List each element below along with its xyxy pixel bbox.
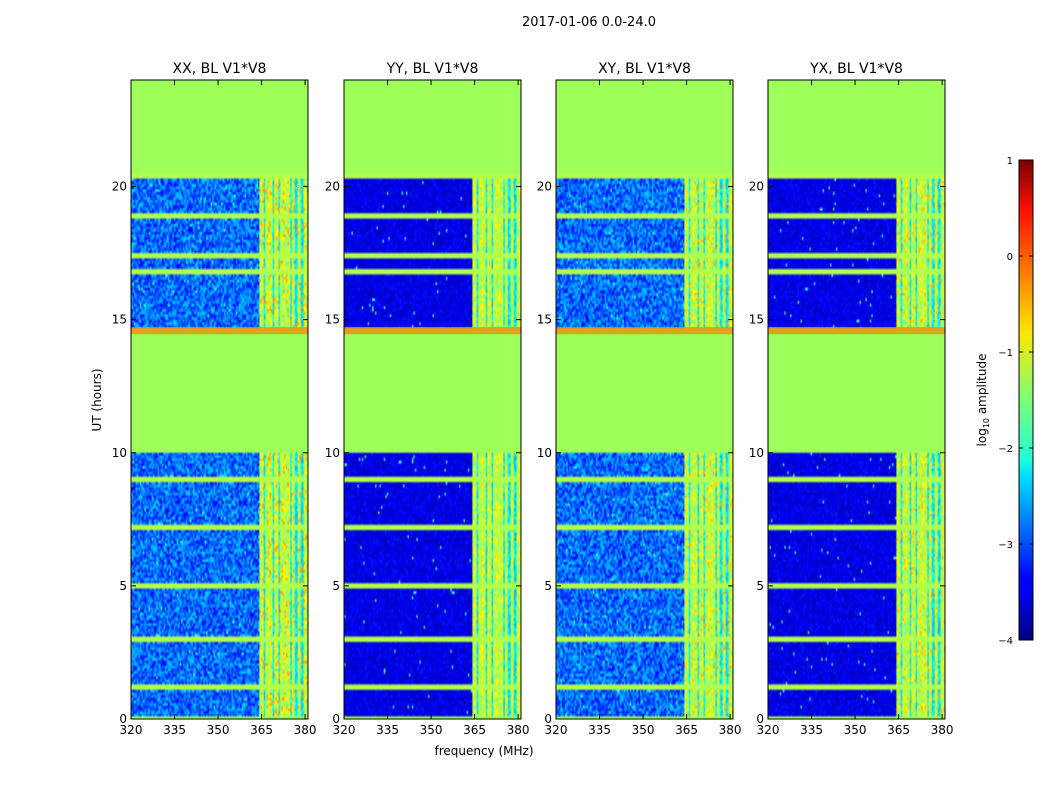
- colorbar: 1 0 −1 −2 −3 −4 log10 amplitude: [975, 156, 1034, 647]
- x-tick-label: 320: [120, 723, 143, 737]
- y-tick-label: 15: [112, 313, 127, 327]
- panel-frame: [767, 79, 946, 720]
- panel-yy: YY, BL V1*V8 320 335 350 365 380 0 5 10 15 20: [325, 61, 530, 737]
- x-tick-label: 350: [632, 723, 655, 737]
- x-tick-label: 365: [463, 723, 486, 737]
- x-tick-label: 335: [800, 723, 823, 737]
- y-tick-label: 5: [332, 579, 340, 593]
- heatmap-xy: [556, 80, 733, 719]
- x-axis-label: frequency (MHz): [434, 744, 533, 758]
- y-tick-label: 20: [749, 180, 764, 194]
- y-tick-label: 5: [756, 579, 764, 593]
- y-tick-label: 0: [332, 712, 340, 726]
- x-tick-label: 335: [588, 723, 611, 737]
- x-tick-label: 350: [207, 723, 230, 737]
- colorbar-tick-label: −3: [998, 540, 1013, 551]
- panel-xx: XX, BL V1*V8 320 335 350 365 380 0 5 10 15 20: [112, 61, 317, 737]
- y-tick-label: 15: [749, 313, 764, 327]
- x-tick-label: 320: [757, 723, 780, 737]
- y-tick-label: 20: [537, 180, 552, 194]
- colorbar-tick-label: −4: [998, 636, 1013, 647]
- y-tick-label: 0: [544, 712, 552, 726]
- y-tick-label: 15: [325, 313, 340, 327]
- heatmap-yy: [344, 80, 521, 719]
- colorbar-tick-label: −2: [998, 444, 1013, 455]
- panel-title: XX, BL V1*V8: [173, 61, 267, 77]
- x-tick-label: 380: [294, 723, 317, 737]
- x-tick-label: 380: [931, 723, 954, 737]
- orange-rfi-line: [556, 327, 733, 335]
- x-tick-label: 365: [250, 723, 273, 737]
- y-tick-label: 10: [749, 446, 764, 460]
- panel-frame: [555, 79, 734, 720]
- y-tick-label: 10: [325, 446, 340, 460]
- y-tick-label: 10: [112, 446, 127, 460]
- x-tick-label: 350: [420, 723, 443, 737]
- panel-title: XY, BL V1*V8: [598, 61, 691, 77]
- panel-frame: [130, 79, 309, 720]
- figure-title: 2017-01-06 0.0-24.0: [522, 15, 656, 30]
- x-tick-label: 365: [887, 723, 910, 737]
- heatmap-xx: [131, 80, 308, 719]
- x-tick-label: 350: [844, 723, 867, 737]
- x-tick-label: 320: [333, 723, 356, 737]
- panel-title: YY, BL V1*V8: [386, 61, 479, 77]
- x-tick-label: 365: [675, 723, 698, 737]
- y-tick-label: 5: [544, 579, 552, 593]
- colorbar-tick-label: 1: [1007, 156, 1013, 167]
- colorbar-gradient: [1018, 159, 1034, 641]
- y-tick-label: 0: [119, 712, 127, 726]
- y-tick-label: 20: [112, 180, 127, 194]
- y-tick-label: 0: [756, 712, 764, 726]
- y-tick-label: 15: [537, 313, 552, 327]
- y-axis-label: UT (hours): [90, 368, 104, 431]
- panel-frame: [343, 79, 522, 720]
- heatmap-yx: [768, 80, 945, 719]
- colorbar-tick-label: 0: [1007, 252, 1013, 263]
- orange-rfi-line: [344, 327, 521, 335]
- orange-rfi-line: [131, 327, 308, 335]
- y-tick-label: 10: [537, 446, 552, 460]
- panel-yx: YX, BL V1*V8 320 335 350 365 380 0 5 10 15 20: [749, 61, 954, 737]
- orange-rfi-line: [768, 327, 945, 335]
- x-tick-label: 380: [719, 723, 742, 737]
- y-tick-label: 5: [119, 579, 127, 593]
- panel-xy: XY, BL V1*V8 320 335 350 365 380 0 5 10 15 20: [537, 61, 742, 737]
- y-tick-label: 20: [325, 180, 340, 194]
- panel-title: YX, BL V1*V8: [809, 61, 903, 77]
- x-tick-label: 380: [507, 723, 530, 737]
- x-tick-label: 335: [376, 723, 399, 737]
- colorbar-tick-label: −1: [998, 348, 1013, 359]
- x-tick-label: 335: [163, 723, 186, 737]
- colorbar-label: log10 amplitude: [975, 354, 991, 447]
- x-tick-label: 320: [545, 723, 568, 737]
